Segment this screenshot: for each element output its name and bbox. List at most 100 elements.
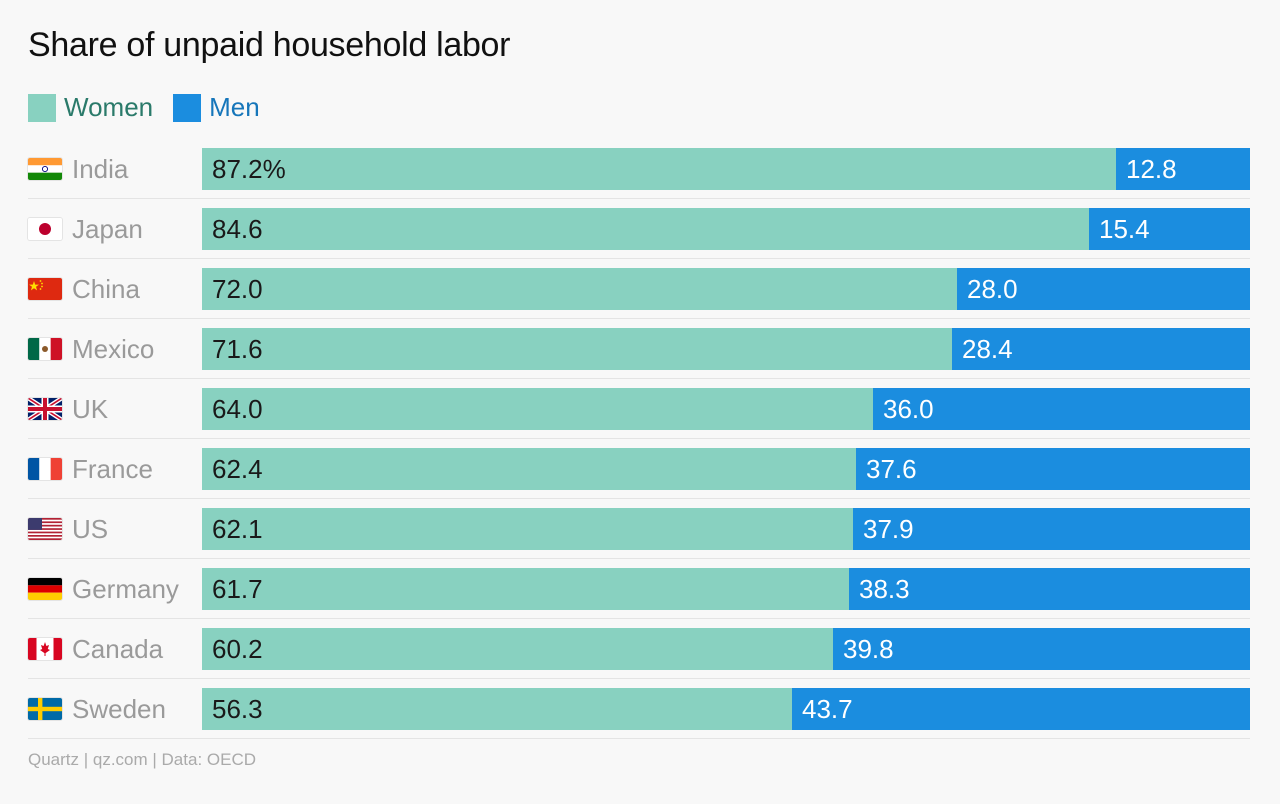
data-label-men: 12.8 [1126, 153, 1177, 184]
data-label-women: 64.0 [212, 393, 263, 424]
data-label-men: 28.0 [967, 273, 1018, 304]
bar-track: 62.4 37.6 [202, 448, 1250, 490]
bar-segment-women: 72.0 [202, 268, 957, 310]
row-label: Japan [28, 208, 198, 250]
bar-segment-men: 28.0 [957, 268, 1250, 310]
data-label-men: 28.4 [962, 333, 1013, 364]
row-label: Germany [28, 568, 198, 610]
data-label-women: 61.7 [212, 573, 263, 604]
row-divider [28, 738, 1250, 739]
bar-segment-men: 28.4 [952, 328, 1250, 370]
mexico-flag-icon [28, 338, 62, 360]
canada-flag-icon [28, 638, 62, 660]
category-label: Sweden [72, 693, 166, 724]
uk-flag-icon [28, 398, 62, 420]
bar-row-mexico: Mexico 71.6 28.4 [28, 319, 1250, 379]
bar-segment-women: 64.0 [202, 388, 873, 430]
category-label: France [72, 453, 153, 484]
row-divider [28, 378, 1250, 379]
category-label: US [72, 513, 109, 544]
bar-chart-rows: India 87.2% 12.8 Japan 84.6 15.4 China 72.0 28.0… [28, 139, 1250, 739]
bar-track: 72.0 28.0 [202, 268, 1250, 310]
bar-segment-men: 36.0 [873, 388, 1250, 430]
france-flag-icon [28, 458, 62, 480]
japan-flag-icon [28, 218, 62, 240]
category-label: Mexico [72, 333, 155, 364]
bar-track: 60.2 39.8 [202, 628, 1250, 670]
data-label-women: 87.2% [212, 153, 286, 184]
row-label: France [28, 448, 198, 490]
data-label-women: 62.4 [212, 453, 263, 484]
legend-item-men: Men [173, 92, 260, 123]
data-label-women: 84.6 [212, 213, 263, 244]
bar-row-china: China 72.0 28.0 [28, 259, 1250, 319]
bar-segment-women: 84.6 [202, 208, 1089, 250]
category-label: China [72, 273, 140, 304]
bar-row-uk: UK 64.0 36.0 [28, 379, 1250, 439]
row-label: UK [28, 388, 198, 430]
bar-row-india: India 87.2% 12.8 [28, 139, 1250, 199]
data-label-women: 62.1 [212, 513, 263, 544]
data-label-women: 71.6 [212, 333, 263, 364]
bar-segment-men: 39.8 [833, 628, 1250, 670]
data-label-men: 38.3 [859, 573, 910, 604]
row-label: Mexico [28, 328, 198, 370]
category-label: Canada [72, 633, 164, 664]
bar-row-canada: Canada 60.2 39.8 [28, 619, 1250, 679]
row-divider [28, 558, 1250, 559]
row-label: India [28, 148, 198, 190]
row-divider [28, 618, 1250, 619]
legend-swatch-men [173, 93, 202, 122]
bar-segment-women: 87.2% [202, 148, 1116, 190]
data-label-women: 72.0 [212, 273, 263, 304]
legend: Women Men [28, 92, 280, 123]
row-label: Canada [28, 628, 198, 670]
bar-track: 62.1 37.9 [202, 508, 1250, 550]
bar-segment-women: 62.4 [202, 448, 856, 490]
bar-row-us: US 62.1 37.9 [28, 499, 1250, 559]
bar-segment-men: 12.8 [1116, 148, 1250, 190]
row-divider [28, 258, 1250, 259]
bar-segment-women: 62.1 [202, 508, 853, 550]
china-flag-icon [28, 278, 62, 300]
row-label: Sweden [28, 688, 198, 730]
source-footer: Quartz | qz.com | Data: OECD [28, 750, 257, 769]
legend-label-women: Women [64, 92, 154, 122]
category-label: Germany [72, 573, 179, 604]
bar-segment-men: 37.9 [853, 508, 1250, 550]
row-divider [28, 678, 1250, 679]
bar-segment-women: 61.7 [202, 568, 849, 610]
data-label-men: 39.8 [843, 633, 894, 664]
us-flag-icon [28, 518, 62, 540]
data-label-men: 37.6 [866, 453, 917, 484]
data-label-men: 43.7 [802, 693, 853, 724]
data-label-women: 60.2 [212, 633, 263, 664]
row-label: China [28, 268, 198, 310]
category-label: Japan [72, 213, 143, 244]
bar-segment-men: 38.3 [849, 568, 1250, 610]
bar-row-sweden: Sweden 56.3 43.7 [28, 679, 1250, 739]
data-label-men: 37.9 [863, 513, 914, 544]
legend-swatch-women [28, 93, 56, 122]
india-flag-icon [28, 158, 62, 180]
category-label: India [72, 153, 129, 184]
category-label: UK [72, 393, 109, 424]
bar-track: 64.0 36.0 [202, 388, 1250, 430]
bar-segment-men: 43.7 [792, 688, 1250, 730]
bar-track: 87.2% 12.8 [202, 148, 1250, 190]
bar-track: 61.7 38.3 [202, 568, 1250, 610]
row-label: US [28, 508, 198, 550]
bar-segment-women: 56.3 [202, 688, 792, 730]
chart-title: Share of unpaid household labor [28, 26, 511, 64]
row-divider [28, 438, 1250, 439]
bar-segment-women: 60.2 [202, 628, 833, 670]
bar-track: 56.3 43.7 [202, 688, 1250, 730]
legend-item-women: Women [28, 92, 153, 123]
bar-row-germany: Germany 61.7 38.3 [28, 559, 1250, 619]
bar-track: 84.6 15.4 [202, 208, 1250, 250]
bar-segment-women: 71.6 [202, 328, 952, 370]
germany-flag-icon [28, 578, 62, 600]
row-divider [28, 318, 1250, 319]
legend-label-men: Men [209, 92, 260, 122]
row-divider [28, 198, 1250, 199]
